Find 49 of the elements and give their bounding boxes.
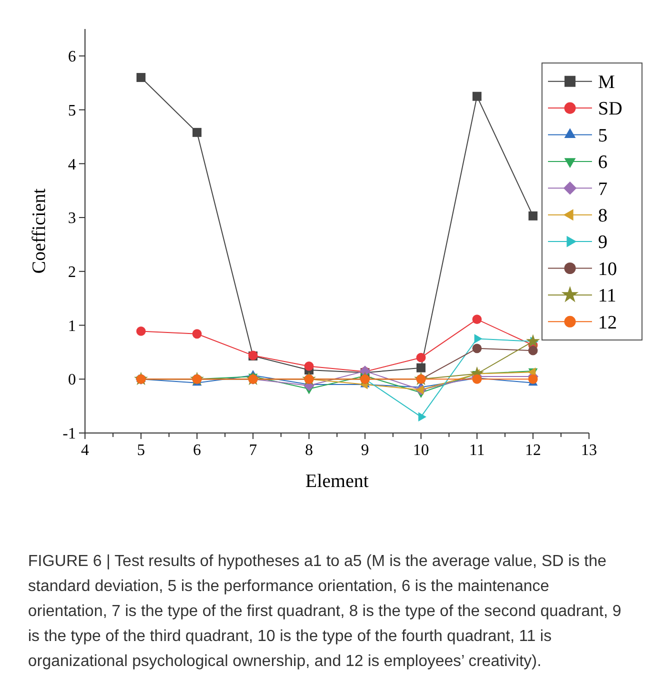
- point: [472, 314, 482, 324]
- y-axis-title: Coefficient: [29, 188, 50, 274]
- point: [304, 361, 314, 371]
- legend-label: 11: [598, 286, 616, 307]
- point: [474, 334, 482, 344]
- x-axis-title: Element: [305, 471, 370, 492]
- y-tick-label: 3: [68, 210, 76, 228]
- legend-label: 5: [598, 125, 608, 146]
- point: [418, 412, 426, 422]
- legend-label: 7: [598, 178, 608, 200]
- x-tick-label: 6: [193, 442, 201, 459]
- x-tick-label: 7: [249, 442, 257, 459]
- y-tick-label: 0: [68, 372, 76, 389]
- x-tick-label: 11: [469, 442, 485, 459]
- point: [192, 329, 202, 339]
- x-tick-label: 8: [305, 442, 313, 459]
- point: [416, 352, 426, 362]
- point: [528, 346, 538, 356]
- y-tick-label: -1: [62, 426, 76, 443]
- legend-label: 9: [598, 232, 608, 254]
- point: [528, 374, 538, 384]
- y-tick-label: 1: [68, 318, 76, 335]
- point: [528, 211, 538, 220]
- point: [136, 72, 146, 82]
- point: [416, 363, 426, 372]
- point: [472, 374, 482, 384]
- point: [416, 385, 424, 395]
- legend-label: SD: [598, 98, 622, 120]
- point: [526, 334, 540, 348]
- x-tick-label: 10: [413, 442, 429, 459]
- y-tick-label: 2: [68, 264, 76, 281]
- y-tick-label: 5: [68, 102, 76, 120]
- y-tick-label: 6: [68, 48, 76, 66]
- x-tick-label: 9: [361, 442, 369, 459]
- legend-label: 6: [598, 152, 608, 174]
- legend-label: 8: [598, 206, 608, 226]
- x-tick-label: 13: [581, 442, 597, 459]
- x-tick-label: 4: [81, 442, 89, 459]
- legend-label: M: [598, 72, 615, 93]
- caption: FIGURE 6 | Test results of hypotheses a1 to a5 (M is the average value, SD is the standard deviation, 5 is the performance orientation, 6 is the maintenance orientation, 7 is the type of the first quadrant, 8 is the type of the second quadrant, 9 is the type of the third quadrant, 10 is the type of the fourth quadrant, 11 is organizational psychological ownership, and 12 is employees’ creativity).: [28, 553, 622, 670]
- point: [472, 344, 482, 354]
- point: [136, 326, 146, 336]
- point: [192, 128, 202, 137]
- legend-label: 10: [598, 258, 617, 280]
- y-tick-label: 4: [68, 156, 76, 174]
- x-tick-label: 5: [137, 442, 145, 459]
- x-tick-label: 12: [525, 442, 541, 459]
- point: [472, 92, 482, 101]
- legend-label: 12: [598, 312, 617, 334]
